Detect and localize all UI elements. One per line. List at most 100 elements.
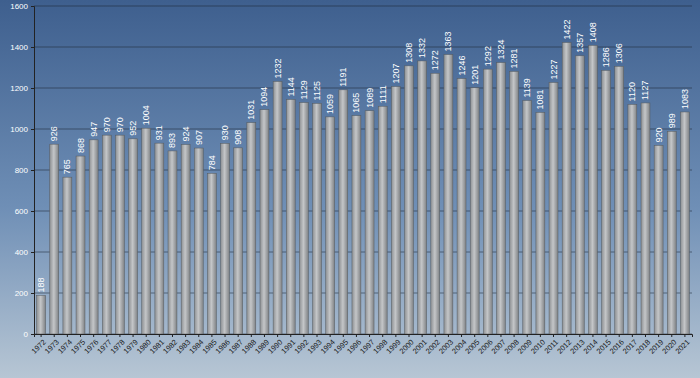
data-label: 1232 [273,58,283,78]
data-label: 1031 [246,100,256,120]
bar [63,177,72,334]
bar [405,66,414,334]
data-label: 1246 [457,56,467,76]
x-tick-mark [395,334,396,337]
x-tick-mark [422,334,423,337]
x-tick-mark [474,334,475,337]
y-tick-mark [31,293,34,294]
x-tick-mark [251,334,252,337]
data-label: 931 [154,125,164,140]
x-tick-mark [277,334,278,337]
x-tick-mark [303,334,304,337]
bar [194,148,203,334]
bar [523,101,532,334]
bar [641,103,650,334]
y-tick: 600 [15,207,34,216]
x-tick-mark [317,334,318,337]
y-tick-label: 1400 [10,43,28,52]
data-label: 920 [654,127,664,142]
data-label: 1144 [286,77,296,96]
data-label: 1422 [562,19,572,39]
data-label: 784 [207,155,217,170]
bar [483,69,492,334]
bar [273,81,282,334]
data-label: 1292 [483,46,493,66]
y-tick-mark [31,88,34,89]
x-tick-mark [54,334,55,337]
x-tick-mark [619,334,620,337]
data-label: 1357 [575,33,585,53]
data-label: 868 [76,138,86,153]
x-tick-mark [159,334,160,337]
bar [247,123,256,334]
bar [155,143,164,334]
x-tick-mark [225,334,226,337]
x-tick-mark [461,334,462,337]
bar [391,87,400,334]
data-label: 1227 [549,59,559,79]
data-label: 989 [667,113,677,128]
data-label: 970 [102,117,112,132]
x-tick-mark [172,334,173,337]
x-tick: 2021 [673,334,691,356]
bar [313,103,322,334]
data-label: 765 [62,159,72,174]
data-label: 893 [167,133,177,148]
data-label: 1094 [259,87,269,107]
x-tick-mark [198,334,199,337]
x-tick-mark [579,334,580,337]
y-tick: 1600 [10,2,34,11]
bar [628,104,637,334]
y-tick-label: 1600 [10,2,28,11]
x-tick-mark [369,334,370,337]
x-tick-mark [606,334,607,337]
bar [378,106,387,334]
grid-line [34,6,692,7]
x-tick-mark [487,334,488,337]
bar [234,148,243,334]
data-label: 926 [49,126,59,141]
bar [76,156,85,334]
x-tick-mark [435,334,436,337]
bar [365,111,374,334]
bar [431,73,440,334]
data-label: 1306 [614,43,624,63]
data-label: 1081 [535,89,545,109]
data-label: 1332 [417,38,427,58]
data-label: 908 [233,130,243,145]
bar [496,63,505,334]
y-tick-label: 400 [15,248,29,257]
x-tick-mark [448,334,449,337]
x-tick-mark [514,334,515,337]
data-label: 1286 [601,47,611,67]
x-tick-mark [119,334,120,337]
x-tick-mark [80,334,81,337]
y-tick-mark [31,6,34,7]
data-label: 188 [36,277,46,292]
bar [326,117,335,334]
data-label: 1125 [312,81,322,100]
x-tick-mark [553,334,554,337]
y-tick-label: 1000 [10,125,28,134]
bar [575,56,584,334]
bar [181,145,190,334]
y-tick: 0 [24,330,34,339]
data-label: 1139 [522,78,532,97]
bar [115,135,124,334]
bar [339,90,348,334]
x-tick-mark [408,334,409,337]
bar [549,82,558,334]
y-axis-line [31,7,35,335]
x-tick-mark [632,334,633,337]
y-tick: 1000 [10,125,34,134]
bar [37,295,46,334]
x-tick-mark [356,334,357,337]
bar [89,140,98,334]
x-tick-mark [211,334,212,337]
data-label: 1111 [378,85,388,103]
bar [667,131,676,334]
data-label: 1191 [338,67,348,86]
bar [588,45,597,334]
x-tick-mark [330,334,331,337]
data-label: 1324 [496,40,506,60]
